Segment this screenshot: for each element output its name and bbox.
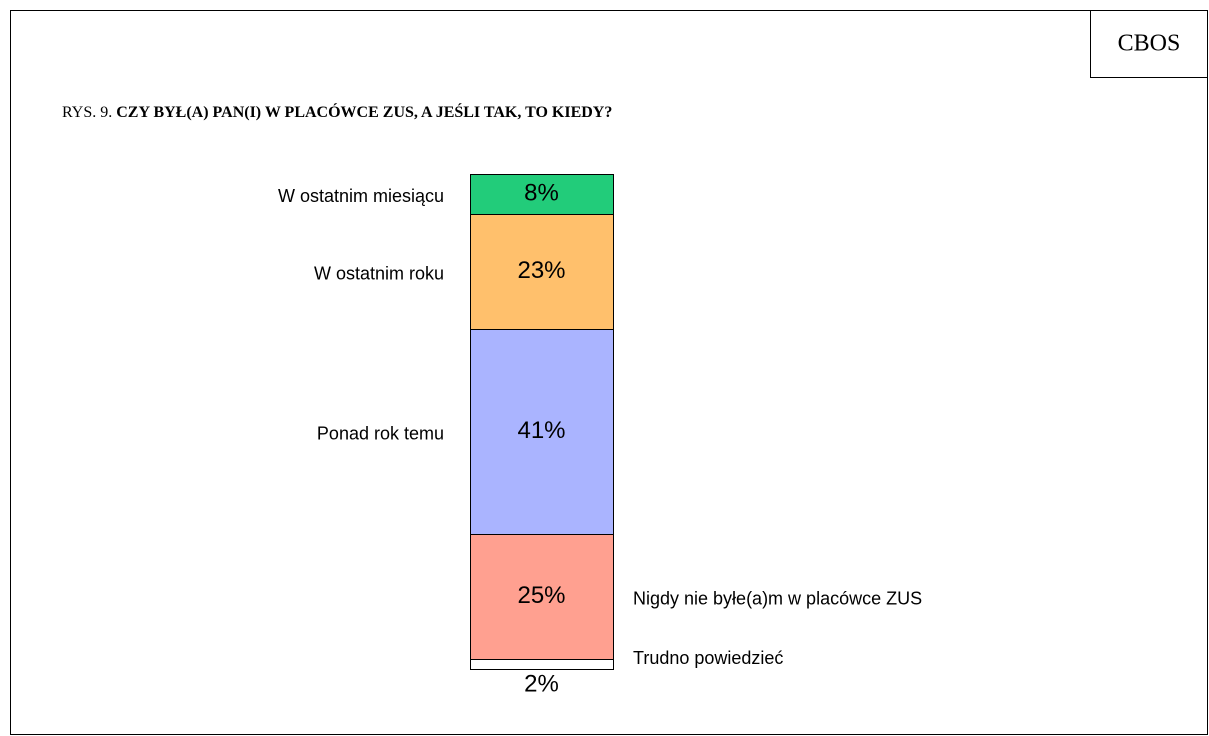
bar-segment [470, 659, 614, 670]
value-label: 23% [517, 257, 565, 284]
value-label: 41% [517, 417, 565, 444]
chart-title: CZY BYŁ(A) PAN(I) W PLACÓWCE ZUS, A JEŚL… [116, 102, 612, 121]
category-label: W ostatnim roku [314, 263, 444, 283]
value-label: 8% [524, 179, 559, 206]
bar-segment [470, 534, 614, 660]
value-label: 25% [517, 582, 565, 609]
figure-label: RYS. 9. [62, 104, 112, 121]
category-label: Nigdy nie byłe(a)m w placówce ZUS [633, 588, 922, 608]
value-label: 2% [524, 670, 559, 697]
source: CBOS [1118, 31, 1181, 57]
source-box [1090, 10, 1208, 78]
category-label: W ostatnim miesiącu [278, 186, 444, 206]
frame [10, 10, 1208, 735]
bar-segment [470, 329, 614, 535]
category-label: Trudno powiedzieć [633, 648, 783, 668]
category-label: Ponad rok temu [317, 423, 444, 443]
bar-segment [470, 174, 614, 215]
title: RYS. 9. CZY BYŁ(A) PAN(I) W PLACÓWCE ZUS,… [62, 102, 612, 121]
